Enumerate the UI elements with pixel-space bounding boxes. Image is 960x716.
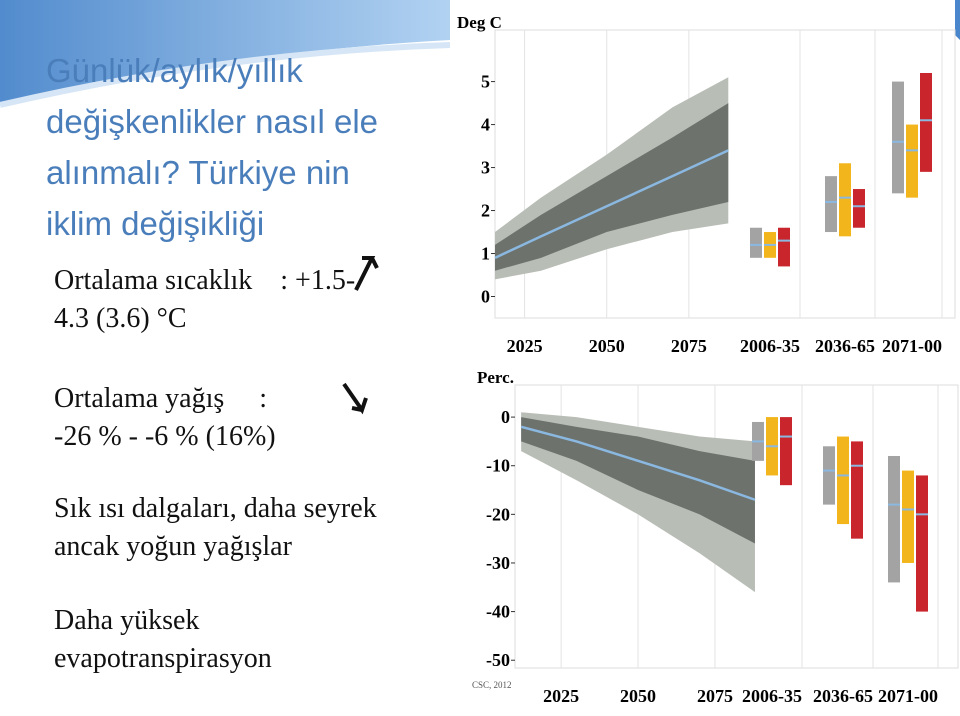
x-tick-label: 2036-65 [813,686,873,706]
title-line: Günlük/aylık/yıllık [46,52,303,89]
up-arrow [354,256,379,291]
body-line: ancak yoğun yağışlar [54,531,292,562]
y-tick-label: 0 [481,287,490,307]
y-axis-label: Perc. [477,368,514,387]
fan-inner [521,417,755,544]
title-line: alınmalı? Türkiye nin [46,154,350,191]
y-tick-label: 0 [501,407,510,427]
period-box [853,189,865,228]
period-box [920,72,932,172]
body-line: Daha yüksek [54,605,200,636]
period-box [825,176,837,233]
y-tick-label: 4 [481,115,490,135]
period-box [888,455,900,583]
y-tick-label: -10 [486,456,510,476]
body-line: -26 % - -6 % (16%) [54,421,276,452]
x-tick-label: 2025 [543,686,579,706]
period-box [778,227,790,267]
period-box [906,124,918,198]
x-tick-label: 2071-00 [882,336,942,356]
period-box [837,436,849,525]
x-tick-label: 2071-00 [878,686,938,706]
plot-frame [494,29,956,319]
x-tick-label: 2006-35 [740,336,800,356]
period-box [823,446,835,505]
y-tick-label: -30 [486,553,510,573]
fan-median [520,425,756,501]
y-tick-label: 1 [481,244,490,264]
body-line: Sık ısı dalgaları, daha seyrek [54,493,377,524]
x-tick-label: 2050 [620,686,656,706]
period-box [916,475,928,612]
title-line: değişkenlikler nasıl ele [46,103,379,140]
y-tick-label: 2 [481,201,490,221]
title-line: iklim değişikliği [46,205,265,242]
body-line: Ortalama sıcaklık : +1.5- [54,265,356,296]
down-arrow [342,382,368,415]
fan-inner [495,103,729,271]
header-wave [0,42,451,108]
y-tick-label: 5 [481,72,490,92]
y-tick-label: -40 [486,602,510,622]
x-tick-label: 2036-65 [815,336,875,356]
period-box [902,470,914,563]
y-tick-label: -50 [486,650,510,670]
period-box [851,441,863,539]
period-box [750,227,762,258]
x-tick-label: 2075 [697,686,733,706]
body-line: 4.3 (3.6) °C [54,303,187,334]
y-tick-label: 3 [481,158,490,178]
body-line: evapotranspirasyon [54,643,272,674]
period-box [780,417,792,486]
period-box [839,163,851,237]
x-tick-label: 2025 [507,336,543,356]
x-tick-label: 2075 [671,336,707,356]
y-tick-label: -20 [486,504,510,524]
source-note: CSC, 2012 [472,680,512,690]
plot-frame [514,384,959,669]
body-line: Ortalama yağış : [54,383,268,414]
y-axis-label: Deg C [457,13,502,32]
x-tick-label: 2006-35 [742,686,802,706]
x-tick-label: 2050 [589,336,625,356]
fan-median [494,149,729,259]
period-box [892,81,904,194]
